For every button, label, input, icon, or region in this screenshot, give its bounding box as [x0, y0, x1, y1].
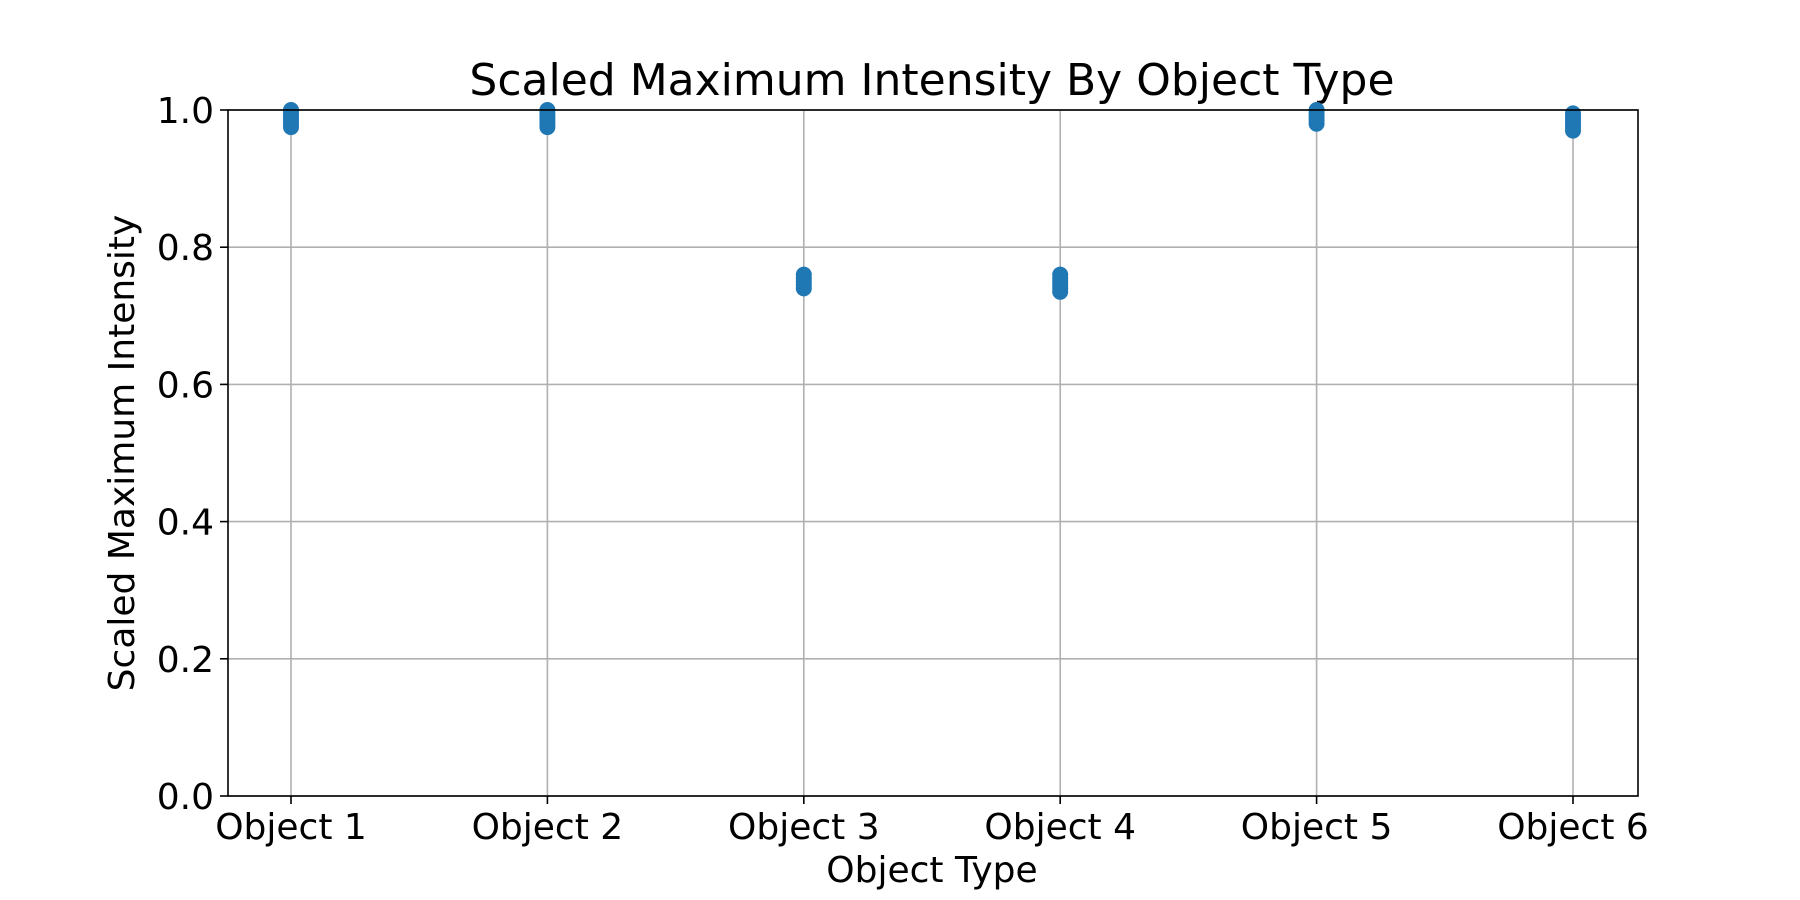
data-point	[795, 266, 812, 283]
gridlines	[228, 109, 1638, 797]
y-tick-label: 0.6	[157, 365, 214, 406]
y-tick-label: 1.0	[157, 91, 214, 132]
y-tick-label: 0.0	[157, 777, 214, 818]
x-tick-label: Object 5	[1241, 807, 1393, 848]
x-axis-label: Object Type	[826, 850, 1037, 891]
y-tick-label: 0.8	[157, 228, 214, 269]
x-tick-label: Object 2	[472, 807, 624, 848]
data-points	[283, 102, 1581, 300]
x-tick-label: Object 1	[215, 807, 367, 848]
y-axis-label: Scaled Maximum Intensity	[102, 215, 143, 692]
x-tick-label: Object 6	[1497, 807, 1649, 848]
y-tick-label: 0.2	[157, 640, 214, 681]
x-axis: Object 1 Object 2 Object 3 Object 4 Object 5…	[215, 796, 1649, 848]
data-point	[1565, 105, 1581, 122]
data-point	[1052, 266, 1069, 283]
x-tick-label: Object 4	[984, 807, 1136, 848]
plot-frame	[227, 109, 1639, 797]
y-axis: 0.0 0.2 0.4 0.6 0.8 1.0	[157, 91, 228, 818]
x-tick-label: Object 3	[728, 807, 880, 848]
chart-title: Scaled Maximum Intensity By Object Type	[469, 55, 1394, 106]
y-tick-label: 0.4	[157, 503, 214, 544]
